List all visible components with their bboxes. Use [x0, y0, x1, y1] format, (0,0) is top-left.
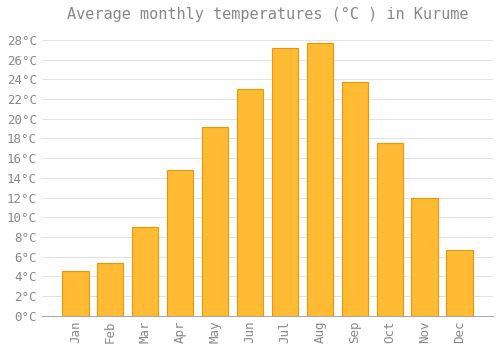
Bar [306, 43, 333, 316]
Bar [132, 227, 158, 316]
Bar [97, 264, 124, 316]
Bar [202, 127, 228, 316]
Bar [167, 170, 193, 316]
Bar [237, 89, 263, 316]
Bar [412, 197, 438, 316]
Bar [62, 271, 88, 316]
Bar [376, 144, 402, 316]
Bar [272, 48, 298, 316]
Bar [446, 250, 472, 316]
Bar [342, 82, 368, 316]
Title: Average monthly temperatures (°C ) in Kurume: Average monthly temperatures (°C ) in Ku… [66, 7, 468, 22]
